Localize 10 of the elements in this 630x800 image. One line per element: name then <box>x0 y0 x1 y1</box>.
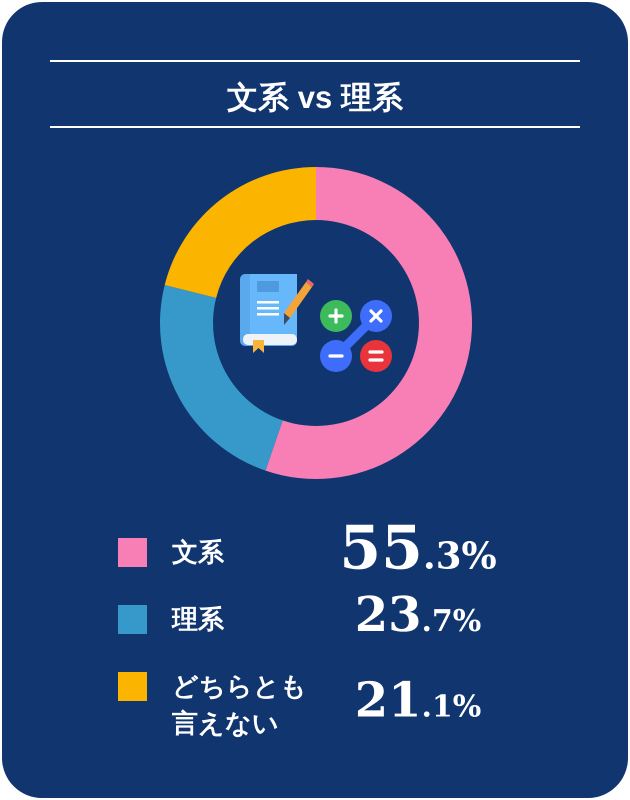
data-label: 21.1% <box>354 672 482 729</box>
legend-label: 文系 <box>172 536 225 569</box>
donut-slice <box>160 284 283 471</box>
donut-slice <box>164 167 316 298</box>
data-label: 55.3% <box>339 513 497 584</box>
donut-slice <box>266 167 472 479</box>
chart-title: 文系 vs 理系 <box>227 80 404 115</box>
legend-label: 理系 <box>172 603 225 636</box>
data-label: 23.7% <box>354 587 482 644</box>
legend-label: どちらとも言えない <box>172 670 308 740</box>
